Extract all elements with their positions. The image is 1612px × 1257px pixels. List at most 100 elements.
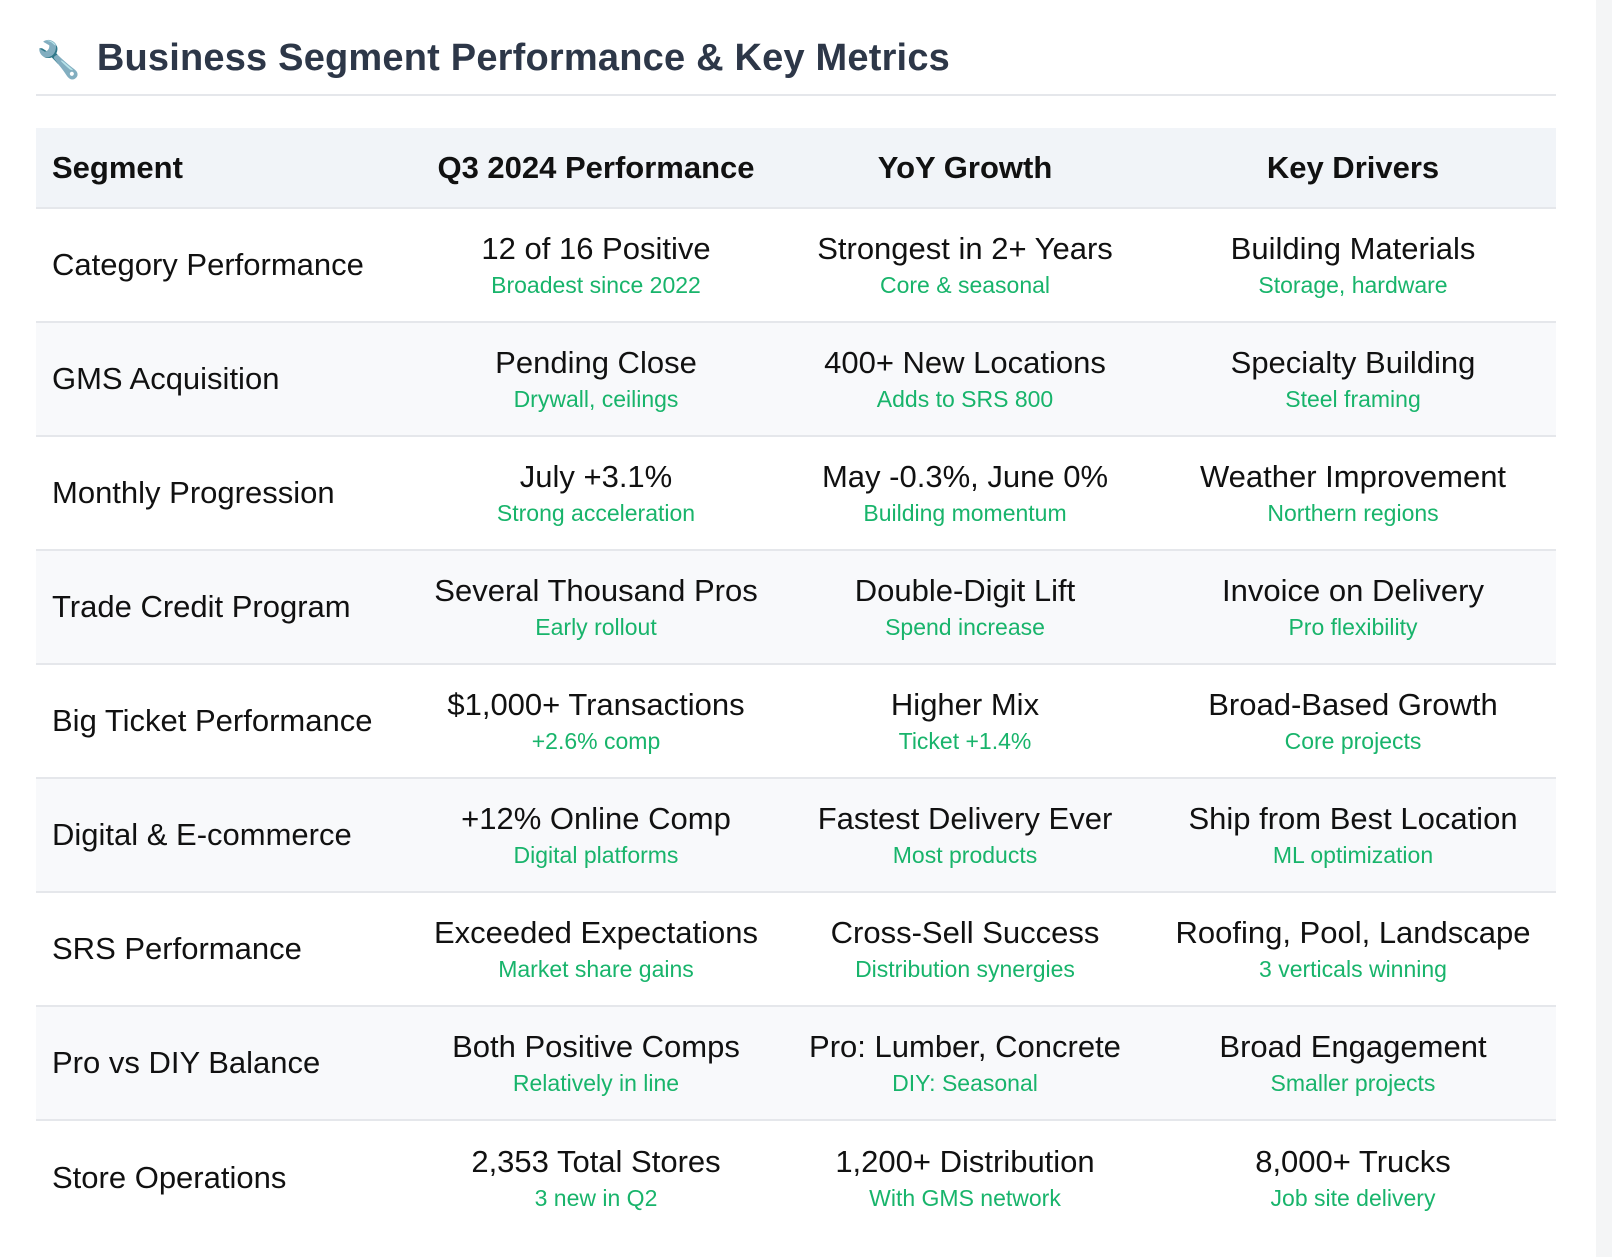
table-row: Pro vs DIY Balance Both Positive Comps Rel…	[36, 1006, 1556, 1120]
performance-cell: 2,353 Total Stores 3 new in Q2	[412, 1120, 780, 1234]
section-header: 🔧 Business Segment Performance & Key Met…	[36, 22, 1556, 96]
drivers-cell: Building Materials Storage, hardware	[1150, 208, 1556, 322]
column-header-performance: Q3 2024 Performance	[437, 149, 755, 185]
table-row: GMS Acquisition Pending Close Drywall, cei…	[36, 322, 1556, 436]
performance-cell: 12 of 16 Positive Broadest since 2022	[412, 208, 780, 322]
drivers-cell: Weather Improvement Northern regions	[1150, 436, 1556, 550]
table-row: Category Performance 12 of 16 Positive Bro…	[36, 208, 1556, 322]
growth-value: Double-Digit Lift	[854, 573, 1076, 608]
growth-value: Fastest Delivery Ever	[817, 801, 1113, 836]
drivers-value: Ship from Best Location	[1188, 801, 1518, 836]
table-row: Trade Credit Program Several Thousand Pro…	[36, 550, 1556, 664]
drivers-cell: Roofing, Pool, Landscape 3 verticals winn…	[1150, 892, 1556, 1006]
performance-value: 12 of 16 Positive	[481, 231, 711, 266]
drivers-value: Weather Improvement	[1199, 459, 1507, 494]
performance-value: $1,000+ Transactions	[447, 687, 745, 722]
growth-cell: Double-Digit Lift Spend increase	[780, 550, 1150, 664]
page-title: Business Segment Performance & Key Metri…	[96, 36, 950, 79]
growth-cell: 400+ New Locations Adds to SRS 800	[780, 322, 1150, 436]
segment-cell: Digital & E-commerce	[52, 817, 352, 852]
column-header-drivers: Key Drivers	[1266, 149, 1440, 185]
growth-note: Ticket +1.4%	[898, 728, 1032, 754]
growth-cell: Higher Mix Ticket +1.4%	[780, 664, 1150, 778]
table-row: Big Ticket Performance $1,000+ Transactio…	[36, 664, 1556, 778]
performance-cell: Pending Close Drywall, ceilings	[412, 322, 780, 436]
performance-note: Market share gains	[498, 956, 694, 982]
growth-value: 1,200+ Distribution	[835, 1143, 1095, 1179]
segment-cell: Trade Credit Program	[52, 589, 351, 624]
performance-note: Relatively in line	[512, 1070, 680, 1096]
growth-value: 400+ New Locations	[824, 345, 1106, 380]
performance-cell: Both Positive Comps Relatively in line	[412, 1006, 780, 1120]
drivers-note: Steel framing	[1285, 386, 1421, 412]
table-header-row: Segment Q3 2024 Performance YoY Growth K…	[36, 128, 1556, 208]
growth-cell: Cross-Sell Success Distribution synergies	[780, 892, 1150, 1006]
performance-value: +12% Online Comp	[461, 801, 731, 836]
growth-note: Distribution synergies	[855, 956, 1075, 982]
drivers-cell: 8,000+ Trucks Job site delivery	[1150, 1120, 1556, 1234]
drivers-note: Smaller projects	[1270, 1070, 1436, 1096]
drivers-note: 3 verticals winning	[1259, 956, 1447, 982]
growth-value: Cross-Sell Success	[830, 915, 1100, 950]
table-row: SRS Performance Exceeded Expectations Mark…	[36, 892, 1556, 1006]
performance-value: 2,353 Total Stores	[471, 1143, 721, 1179]
growth-value: Strongest in 2+ Years	[817, 231, 1113, 266]
segment-cell: SRS Performance	[52, 931, 302, 966]
segment-cell: Store Operations	[52, 1159, 287, 1195]
growth-value: Higher Mix	[890, 687, 1040, 722]
drivers-cell: Broad Engagement Smaller projects	[1150, 1006, 1556, 1120]
wrench-icon: 🔧	[36, 40, 81, 81]
scrollbar-track[interactable]	[1596, 0, 1612, 1257]
drivers-cell: Invoice on Delivery Pro flexibility	[1150, 550, 1556, 664]
table-row: Monthly Progression July +3.1% Strong acce…	[36, 436, 1556, 550]
growth-note: With GMS network	[869, 1184, 1061, 1211]
growth-cell: Strongest in 2+ Years Core & seasonal	[780, 208, 1150, 322]
drivers-value: Broad-Based Growth	[1208, 687, 1498, 722]
performance-note: 3 new in Q2	[534, 1184, 658, 1211]
column-header-growth: YoY Growth	[877, 149, 1053, 185]
performance-cell: Several Thousand Pros Early rollout	[412, 550, 780, 664]
drivers-note: Northern regions	[1267, 500, 1439, 526]
drivers-value: Roofing, Pool, Landscape	[1175, 915, 1531, 950]
performance-cell: Exceeded Expectations Market share gains	[412, 892, 780, 1006]
growth-note: Building momentum	[863, 500, 1067, 526]
growth-note: Core & seasonal	[879, 272, 1051, 298]
segment-cell: Monthly Progression	[52, 475, 335, 510]
segment-cell: Category Performance	[52, 247, 364, 282]
growth-note: Spend increase	[885, 614, 1045, 640]
growth-cell: 1,200+ Distribution With GMS network	[780, 1120, 1150, 1234]
performance-note: +2.6% comp	[531, 728, 661, 754]
drivers-note: Pro flexibility	[1288, 614, 1418, 640]
drivers-note: Job site delivery	[1270, 1184, 1436, 1211]
performance-note: Drywall, ceilings	[513, 386, 679, 412]
table-row: Digital & E-commerce +12% Online Comp Digi…	[36, 778, 1556, 892]
performance-note: Strong acceleration	[496, 500, 696, 526]
growth-note: Adds to SRS 800	[876, 386, 1054, 412]
drivers-value: Building Materials	[1230, 231, 1476, 266]
drivers-value: Invoice on Delivery	[1222, 573, 1484, 608]
performance-value: Several Thousand Pros	[434, 573, 758, 608]
performance-note: Early rollout	[535, 614, 657, 640]
growth-cell: May -0.3%, June 0% Building momentum	[780, 436, 1150, 550]
drivers-note: Storage, hardware	[1258, 272, 1448, 298]
segment-cell: Pro vs DIY Balance	[52, 1045, 321, 1080]
segment-metrics-table: Segment Q3 2024 Performance YoY Growth K…	[36, 128, 1556, 1234]
table-row: Store Operations 2,353 Total Stores 3 new …	[36, 1120, 1556, 1234]
growth-cell: Fastest Delivery Ever Most products	[780, 778, 1150, 892]
drivers-value: 8,000+ Trucks	[1255, 1143, 1451, 1179]
table-body: Category Performance 12 of 16 Positive Bro…	[36, 208, 1556, 1234]
table-header: Segment Q3 2024 Performance YoY Growth K…	[36, 128, 1556, 208]
drivers-note: Core projects	[1284, 728, 1422, 754]
segment-cell: Big Ticket Performance	[52, 703, 373, 738]
growth-note: DIY: Seasonal	[892, 1070, 1038, 1096]
performance-value: Pending Close	[495, 345, 697, 380]
performance-value: July +3.1%	[519, 459, 673, 494]
drivers-cell: Ship from Best Location ML optimization	[1150, 778, 1556, 892]
segment-cell: GMS Acquisition	[52, 361, 280, 396]
performance-value: Exceeded Expectations	[434, 915, 758, 950]
growth-cell: Pro: Lumber, Concrete DIY: Seasonal	[780, 1006, 1150, 1120]
drivers-note: ML optimization	[1272, 842, 1434, 868]
drivers-cell: Specialty Building Steel framing	[1150, 322, 1556, 436]
performance-note: Digital platforms	[513, 842, 679, 868]
